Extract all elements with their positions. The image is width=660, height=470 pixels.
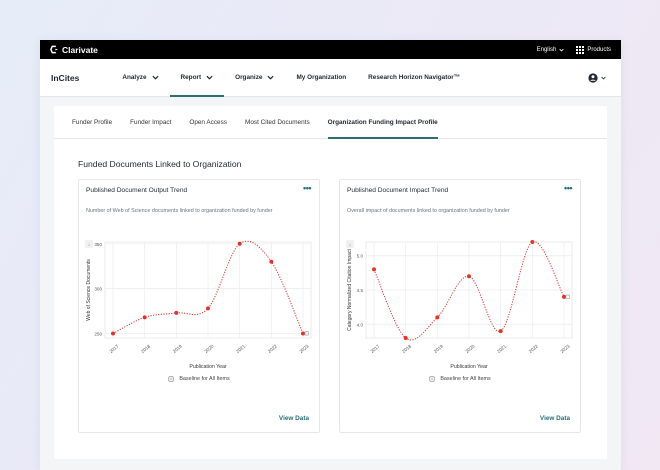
tab-organization-funding-impact-profile[interactable]: Organization Funding Impact Profile — [327, 106, 438, 139]
data-point[interactable] — [237, 241, 242, 246]
section-title: Funded Documents Linked to Organization — [78, 159, 242, 169]
card-description: Overall impact of documents linked to or… — [347, 208, 510, 214]
app-window: Clarivate English Products InCites Analy… — [40, 40, 621, 470]
y-tick-label: 250 — [94, 332, 102, 337]
data-point[interactable] — [372, 267, 376, 272]
products-menu[interactable]: Products — [576, 45, 611, 54]
view-data-link[interactable]: View Data — [539, 415, 570, 422]
brand-name: Clarivate — [62, 44, 98, 55]
chart-toggle-icon: ↓ — [349, 242, 352, 248]
chart-legend[interactable]: Baseline for All Items — [79, 376, 319, 382]
view-data-link[interactable]: View Data — [278, 415, 309, 422]
chart-toggle[interactable] — [346, 240, 354, 248]
card-title: Published Document Output Trend — [86, 187, 188, 194]
nav-item-organize[interactable]: Organize — [224, 59, 285, 96]
data-point[interactable] — [111, 331, 115, 336]
baseline-marker — [565, 294, 570, 299]
x-tick-label: 2017 — [109, 343, 120, 354]
legend-label: Baseline for All Items — [179, 376, 230, 382]
data-point[interactable] — [142, 315, 147, 320]
tab-most-cited-documents[interactable]: Most Cited Documents — [245, 118, 310, 126]
nav-item-report[interactable]: Report — [169, 59, 225, 97]
y-tick-label: 300 — [94, 287, 102, 292]
x-tick-label: 2018 — [401, 343, 412, 354]
clarivate-logo[interactable]: Clarivate — [50, 45, 98, 55]
more-options-icon[interactable]: ••• — [564, 183, 572, 193]
x-tick-label: 2019 — [433, 343, 444, 354]
nav-item-label: Report — [180, 74, 202, 81]
x-tick-label: 2022 — [267, 343, 278, 354]
chart-legend[interactable]: Baseline for All Items — [340, 376, 580, 382]
chevron-down-icon — [206, 75, 213, 80]
x-tick-label: 2021 — [235, 343, 246, 354]
y-tick-label: 4.5 — [357, 288, 364, 293]
x-tick-label: 2020 — [465, 343, 476, 354]
chevron-down-icon — [267, 75, 275, 80]
data-point[interactable] — [562, 294, 566, 299]
card-title: Published Document Impact Trend — [347, 187, 449, 194]
product-name[interactable]: InCites — [51, 72, 80, 83]
data-point[interactable] — [301, 331, 305, 336]
nav-item-label: Organize — [235, 74, 263, 81]
data-point[interactable] — [530, 240, 535, 244]
clarivate-logo-icon — [50, 45, 59, 54]
y-tick-label: 350 — [94, 242, 102, 247]
y-tick-label: 5.0 — [357, 254, 364, 259]
x-tick-label: 2023 — [299, 343, 310, 354]
nav-item-analyze[interactable]: Analyze — [111, 59, 169, 96]
apps-grid-icon — [576, 45, 585, 54]
x-axis-label: Publication Year — [450, 364, 487, 370]
tab-open-access[interactable]: Open Access — [189, 118, 227, 126]
chart-card-published-document-output-trend: Published Document Output Trend ••• Number… — [78, 179, 320, 433]
chart-card-published-document-impact-trend: Published Document Impact Trend ••• Overal… — [339, 179, 581, 433]
nav-item-label: My Organization — [296, 74, 347, 81]
nav-item-research-horizon-navigator[interactable]: Research Horizon Navigator™ — [357, 59, 471, 96]
more-options-icon[interactable]: ••• — [303, 183, 311, 193]
report-panel: Funded Documents Linked to Organization … — [54, 139, 607, 459]
line-chart: 5.0 4.5 4.0 Category Normalized Citation Im… — [346, 240, 573, 370]
chevron-down-icon — [151, 75, 159, 80]
data-point[interactable] — [435, 315, 440, 320]
data-point[interactable] — [467, 274, 471, 279]
data-point[interactable] — [498, 329, 503, 334]
x-tick-label: 2019 — [172, 343, 183, 354]
nav-item-label: Analyze — [122, 74, 147, 81]
card-description: Number of Web of Science documents linke… — [86, 208, 273, 214]
data-point[interactable] — [206, 306, 210, 311]
nav-item-my-organization[interactable]: My Organization — [285, 59, 357, 96]
user-menu[interactable] — [588, 72, 606, 83]
top-bar: Clarivate English Products — [40, 40, 621, 59]
data-point[interactable] — [403, 336, 408, 340]
chart-toggle-icon: ↓ — [88, 242, 91, 248]
line-chart: 350 300 250 Web of Science Documents Publica… — [85, 240, 312, 370]
x-tick-label: 2021 — [496, 343, 507, 354]
baseline-legend-icon — [168, 376, 174, 382]
tab-funder-profile[interactable]: Funder Profile — [72, 118, 113, 126]
data-point[interactable] — [174, 310, 179, 315]
x-tick-label: 2023 — [560, 343, 571, 354]
language-selector[interactable]: English — [537, 47, 565, 53]
x-tick-label: 2017 — [370, 343, 381, 354]
chevron-down-icon — [559, 48, 564, 52]
nav-item-label: Research Horizon Navigator™ — [368, 74, 461, 81]
tab-funder-impact[interactable]: Funder Impact — [130, 118, 172, 126]
chevron-down-icon — [601, 76, 606, 80]
language-label: English — [536, 46, 557, 53]
x-tick-label: 2022 — [528, 343, 539, 354]
x-tick-label: 2020 — [204, 343, 215, 354]
report-tabs: Funder Profile Funder Impact Open Access Mo… — [54, 106, 607, 139]
x-axis-label: Publication Year — [189, 364, 226, 370]
main-navigation: InCites Analyze Report Organize My Organiza… — [40, 59, 621, 97]
products-label: Products — [587, 46, 611, 53]
baseline-legend-icon — [429, 376, 435, 382]
x-tick-label: 2018 — [140, 343, 151, 354]
legend-label: Baseline for All Items — [440, 376, 491, 382]
chart-toggle[interactable] — [85, 240, 93, 248]
data-point[interactable] — [269, 259, 274, 264]
baseline-marker — [304, 331, 309, 336]
y-axis-label: Category Normalized Citation Impact — [347, 249, 353, 331]
user-account-icon — [588, 72, 598, 83]
y-axis-label: Web of Science Documents — [86, 259, 92, 321]
y-tick-label: 4.0 — [357, 322, 364, 327]
